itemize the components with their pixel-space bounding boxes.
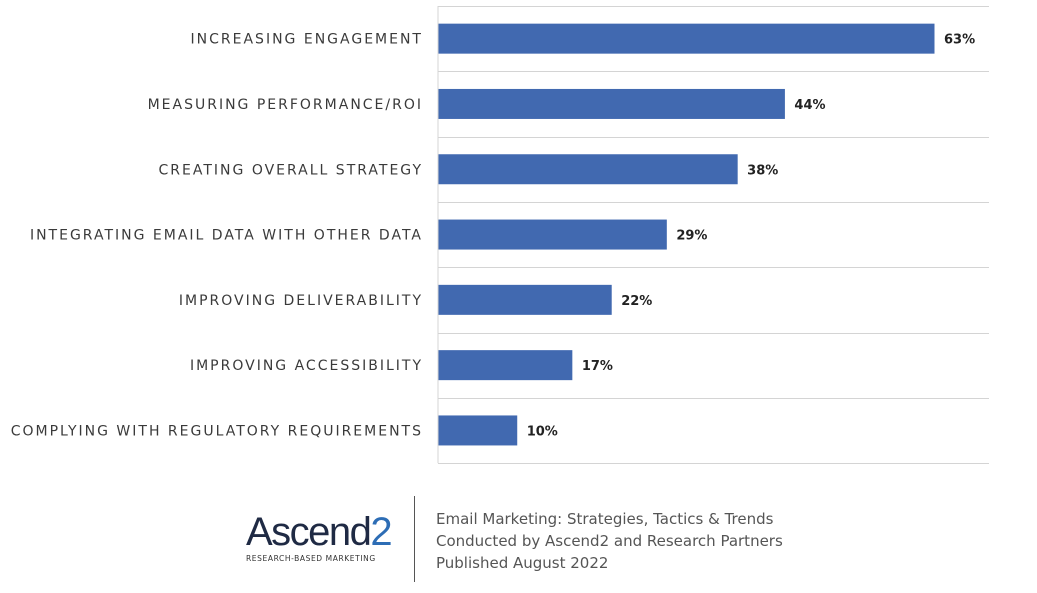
category-labels: INCREASING ENGAGEMENT MEASURING PERFORMAN… [11, 32, 423, 440]
credits-block: Email Marketing: Strategies, Tactics & T… [436, 508, 783, 574]
value-label: 22% [621, 294, 652, 309]
category-label: CREATING OVERALL STRATEGY [159, 162, 423, 178]
value-label: 63% [944, 33, 975, 48]
bar [438, 88, 785, 119]
bar [438, 154, 738, 185]
credits-conducted-by: Conducted by Ascend2 and Research Partne… [436, 532, 783, 550]
value-label: 29% [676, 229, 707, 244]
credits-published: Published August 2022 [436, 554, 609, 572]
value-label: 17% [582, 359, 613, 374]
value-label: 38% [747, 163, 778, 178]
category-label: COMPLYING WITH REGULATORY REQUIREMENTS [11, 423, 423, 439]
bar [438, 219, 667, 250]
grid-lines [437, 6, 989, 464]
credits-title: Email Marketing: Strategies, Tactics & T… [436, 510, 774, 528]
logo-wordmark: Ascend2 [246, 512, 396, 552]
footer: Ascend2 RESEARCH-BASED MARKETING Email M… [0, 490, 1037, 590]
category-label: INTEGRATING EMAIL DATA WITH OTHER DATA [30, 228, 423, 244]
category-label: IMPROVING DELIVERABILITY [179, 293, 423, 309]
logo-tagline: RESEARCH-BASED MARKETING [246, 554, 376, 563]
bar [438, 23, 935, 54]
value-label: 44% [794, 98, 825, 113]
footer-divider [414, 496, 415, 582]
ascend2-logo: Ascend2 RESEARCH-BASED MARKETING [246, 512, 396, 563]
bar [438, 350, 573, 381]
bars-group [438, 23, 935, 446]
bar [438, 415, 518, 446]
category-label: MEASURING PERFORMANCE/ROI [148, 97, 423, 113]
logo-word-accent: 2 [370, 510, 392, 554]
bar [438, 284, 612, 315]
value-labels: 63% 44% 38% 29% 22% 17% 10% [527, 33, 975, 440]
category-label: INCREASING ENGAGEMENT [191, 32, 423, 48]
bar-chart: INCREASING ENGAGEMENT MEASURING PERFORMAN… [11, 6, 989, 464]
logo-word-main: Ascend [246, 510, 372, 554]
value-label: 10% [527, 424, 558, 439]
category-label: IMPROVING ACCESSIBILITY [190, 358, 423, 374]
